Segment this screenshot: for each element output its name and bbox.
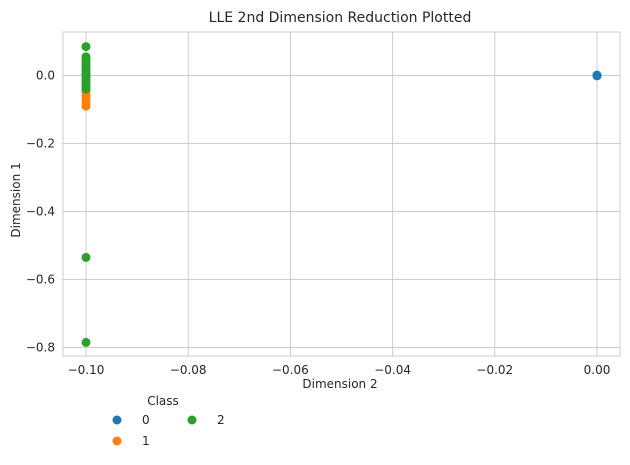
legend: Class 0 1 2 — [112, 394, 225, 448]
chart-title: LLE 2nd Dimension Reduction Plotted — [209, 10, 472, 26]
legend-marker-2 — [187, 415, 197, 425]
y-axis-label: Dimension 1 — [9, 162, 23, 237]
legend-marker-1 — [112, 436, 122, 446]
plot-area-frame — [62, 31, 621, 357]
x-tick-label: −0.10 — [68, 363, 105, 377]
legend-label-1: 1 — [142, 434, 150, 448]
legend-title: Class — [147, 394, 179, 408]
data-point-class-2 — [81, 42, 91, 52]
x-tick-label: −0.08 — [170, 363, 207, 377]
data-point-class-0 — [592, 71, 602, 81]
y-tick-label: −0.2 — [26, 137, 55, 151]
data-points — [81, 42, 602, 347]
legend-label-0: 0 — [142, 413, 150, 427]
legend-label-2: 2 — [217, 413, 225, 427]
legend-marker-0 — [112, 415, 122, 425]
y-tick-label: 0.0 — [36, 69, 55, 83]
x-tick-label: −0.04 — [374, 363, 411, 377]
data-point-class-2 — [81, 252, 91, 262]
y-tick-label: −0.4 — [26, 205, 55, 219]
data-point-class-2 — [81, 84, 91, 94]
grid-lines — [63, 32, 620, 356]
x-tick-label: −0.06 — [272, 363, 309, 377]
x-tick-label: 0.00 — [584, 363, 611, 377]
x-tick-label: −0.02 — [476, 363, 513, 377]
x-tick-labels: −0.10 −0.08 −0.06 −0.04 −0.02 0.00 — [68, 363, 611, 377]
data-point-class-2 — [81, 337, 91, 347]
y-tick-label: −0.6 — [26, 273, 55, 287]
y-tick-label: −0.8 — [26, 341, 55, 355]
x-axis-label: Dimension 2 — [302, 377, 377, 391]
y-tick-labels: 0.0 −0.2 −0.4 −0.6 −0.8 — [26, 69, 55, 355]
